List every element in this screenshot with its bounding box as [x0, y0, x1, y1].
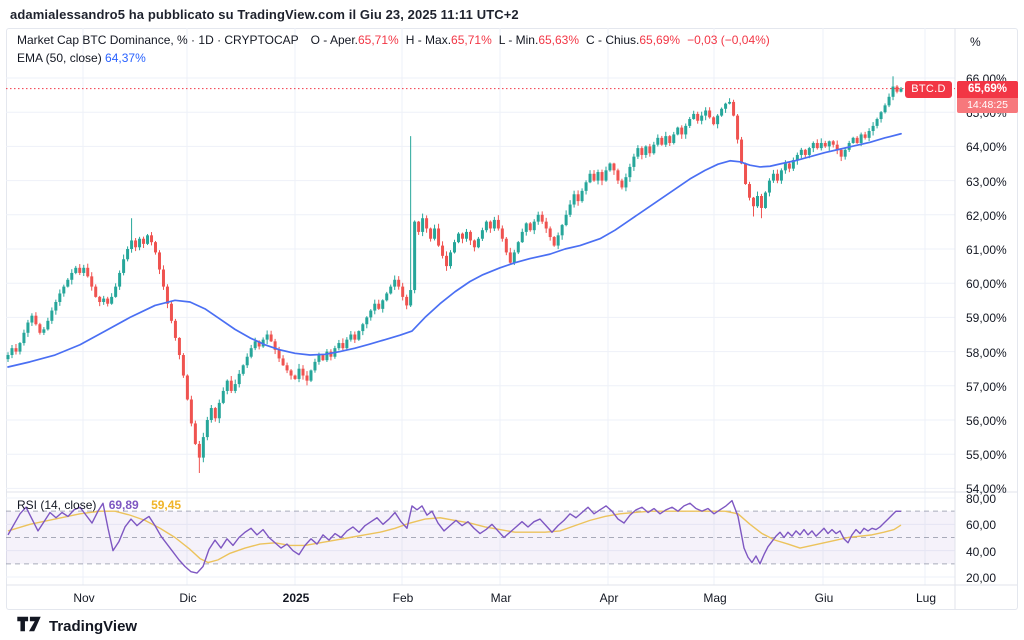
price-axis[interactable]: % 66,00% 65,00% 64,00% 63,00% 62,00% 61,00% 60…: [957, 29, 1019, 586]
price-tick: 59,00%: [966, 311, 1007, 326]
chart-panel[interactable]: Market Cap BTC Dominance, % · 1D · CRYPT…: [6, 28, 1018, 610]
current-price-flag[interactable]: 65,69% 14:48:25: [957, 81, 1018, 114]
time-tick: Lug: [915, 591, 937, 605]
price-tick: 54,00%: [966, 482, 1007, 497]
rsi-value: 69,89: [108, 498, 139, 512]
price-tick: 61,00%: [966, 243, 1007, 257]
publish-info: adamialessandro5 ha pubblicato su Tradin…: [10, 7, 519, 22]
ema-legend: EMA (50, close) 64,37%: [17, 51, 146, 65]
price-tick: 64,00%: [966, 140, 1007, 155]
time-tick: Feb: [392, 591, 414, 605]
price-tick: 57,00%: [966, 379, 1007, 394]
series-title[interactable]: Market Cap BTC Dominance, % · 1D · CRYPT…: [17, 33, 299, 47]
rsi-tick: 80,00: [966, 492, 997, 506]
price-tick: 60,00%: [966, 277, 1007, 292]
time-tick: Nov: [73, 591, 95, 605]
footer: TradingView: [16, 615, 137, 638]
rsi-tick: 20,00: [966, 571, 997, 585]
main-series-legend: Market Cap BTC Dominance, % · 1D · CRYPT…: [17, 33, 770, 47]
price-line-symbol-badge[interactable]: BTC.D: [905, 81, 952, 99]
countdown-timer: 14:48:25: [957, 98, 1018, 114]
price-axis-unit: %: [970, 35, 981, 49]
time-tick: Dic: [179, 591, 197, 605]
change-value: −0,03 (−0,04%): [687, 33, 770, 47]
time-tick: Mag: [703, 591, 727, 605]
time-tick: Apr: [599, 591, 619, 605]
current-price-value: 65,69%: [957, 81, 1018, 99]
close-label: C - Chius.: [586, 33, 640, 47]
open-value: 65,71%: [358, 33, 399, 47]
rsi-legend: RSI (14, close) 69,89 59,45: [17, 498, 181, 512]
time-tick: Giu: [814, 591, 834, 605]
tradingview-brand[interactable]: TradingView: [49, 618, 138, 635]
rsi-ma-value: 59,45: [151, 498, 182, 512]
low-label: L - Min.: [498, 33, 539, 47]
price-tick: 62,00%: [966, 208, 1007, 223]
tradingview-logo-icon[interactable]: [16, 615, 42, 638]
price-tick: 56,00%: [966, 414, 1007, 428]
ema-label[interactable]: EMA (50, close): [17, 51, 102, 65]
time-axis[interactable]: Nov Dic 2025 Feb Mar Apr Mag Giu Lug: [7, 586, 1019, 611]
high-value: 65,71%: [451, 33, 492, 47]
rsi-tick: 40,00: [966, 544, 997, 559]
price-tick: 58,00%: [966, 345, 1007, 360]
rsi-label[interactable]: RSI (14, close): [17, 498, 97, 512]
high-label: H - Max.: [405, 33, 452, 47]
ema-value: 64,37%: [105, 51, 146, 65]
time-tick: 2025: [282, 591, 310, 605]
close-value: 65,69%: [639, 33, 681, 47]
price-tick: 63,00%: [966, 174, 1007, 189]
time-tick: Mar: [490, 591, 512, 605]
price-tick: 55,00%: [966, 448, 1007, 463]
low-value: 65,63%: [538, 33, 580, 47]
rsi-tick: 60,00: [966, 518, 997, 533]
chart-canvas[interactable]: [6, 28, 1018, 610]
open-label: O - Aper.: [310, 33, 358, 47]
